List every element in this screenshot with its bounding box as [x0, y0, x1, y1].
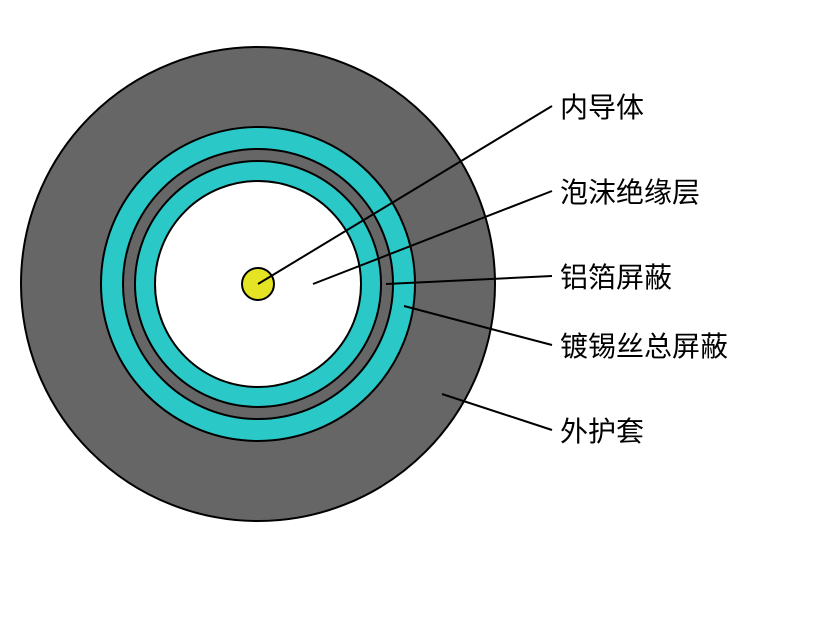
label-foam-insulation: 泡沫绝缘层 — [560, 171, 700, 211]
label-outer-jacket: 外护套 — [560, 410, 644, 450]
label-foil-shield: 铝箔屏蔽 — [560, 256, 672, 296]
label-tinned-shield: 镀锡丝总屏蔽 — [560, 325, 728, 365]
ring-inner-conductor — [241, 267, 275, 301]
label-inner-conductor: 内导体 — [560, 86, 644, 126]
cable-cross-section-diagram: 内导体 泡沫绝缘层 铝箔屏蔽 镀锡丝总屏蔽 外护套 — [0, 0, 826, 620]
